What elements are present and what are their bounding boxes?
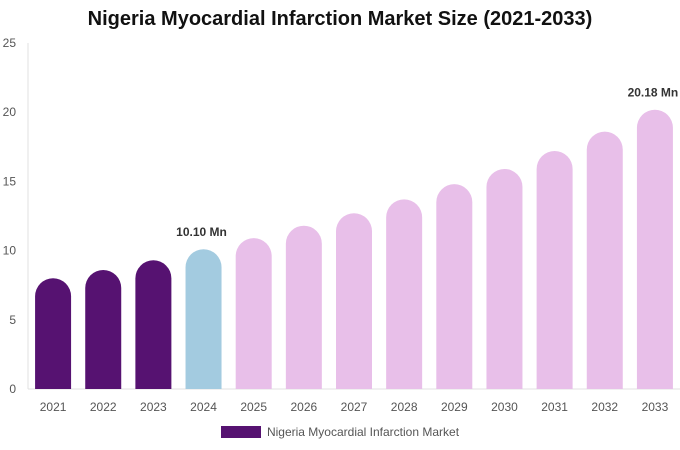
x-tick-label: 2027 <box>341 400 368 414</box>
bar-2025[interactable] <box>235 238 272 389</box>
data-label: 20.18 Mn <box>628 86 679 100</box>
x-tick-label: 2022 <box>90 400 117 414</box>
data-label: 10.10 Mn <box>176 225 227 239</box>
x-tick-label: 2025 <box>240 400 267 414</box>
legend-label: Nigeria Myocardial Infarction Market <box>266 425 460 439</box>
bar-2023[interactable] <box>135 260 172 389</box>
bar-2022[interactable] <box>85 269 122 389</box>
bar-2033[interactable] <box>636 109 673 389</box>
x-tick-label: 2032 <box>591 400 618 414</box>
bar-2032[interactable] <box>586 131 623 390</box>
y-tick-label: 20 <box>3 105 17 119</box>
y-tick-label: 10 <box>3 244 17 258</box>
x-tick-label: 2030 <box>491 400 518 414</box>
y-tick-label: 0 <box>9 382 16 396</box>
bar-2028[interactable] <box>386 199 423 389</box>
bar-2024[interactable] <box>185 249 222 389</box>
bar-2031[interactable] <box>536 150 573 389</box>
x-tick-label: 2033 <box>642 400 669 414</box>
x-tick-label: 2028 <box>391 400 418 414</box>
chart-title: Nigeria Myocardial Infarction Market Siz… <box>87 8 593 30</box>
legend[interactable]: Nigeria Myocardial Infarction Market <box>0 425 680 439</box>
legend-swatch <box>220 426 261 438</box>
bar-2021[interactable] <box>35 278 72 389</box>
x-tick-label: 2023 <box>140 400 167 414</box>
bar-2030[interactable] <box>486 168 523 389</box>
x-tick-label: 2021 <box>40 400 67 414</box>
x-tick-label: 2029 <box>441 400 468 414</box>
bar-2026[interactable] <box>285 225 322 389</box>
y-tick-label: 15 <box>3 174 17 188</box>
y-tick-label: 25 <box>3 36 17 50</box>
x-tick-label: 2024 <box>190 400 217 414</box>
x-tick-label: 2026 <box>290 400 317 414</box>
bar-2029[interactable] <box>436 184 473 389</box>
bar-2027[interactable] <box>336 213 372 389</box>
x-tick-label: 2031 <box>541 400 568 414</box>
y-tick-label: 5 <box>9 313 16 327</box>
